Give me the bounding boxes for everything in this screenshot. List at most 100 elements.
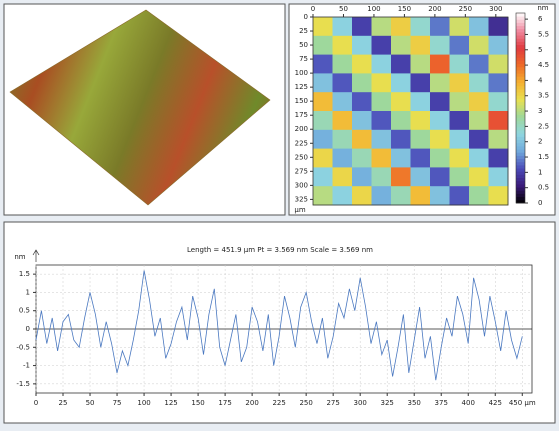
colorbar-step	[516, 114, 525, 118]
heat-cell	[410, 129, 431, 150]
heat-cell	[371, 92, 392, 112]
heat-cell	[371, 148, 392, 168]
colorbar-step	[516, 63, 525, 68]
colorbar-step	[516, 136, 525, 141]
profile-line	[35, 270, 523, 381]
heat-cell	[469, 54, 489, 74]
colorbar-step	[516, 190, 525, 194]
heat-cell	[430, 73, 450, 93]
y-tick-label: 25	[299, 27, 308, 35]
heat-cell	[449, 186, 470, 206]
heat-cell	[371, 17, 392, 37]
heat-cell	[391, 54, 411, 74]
heat-cell	[352, 17, 372, 37]
heat-cell	[488, 186, 509, 206]
surface-3d	[9, 9, 271, 206]
heat-cell	[488, 148, 509, 168]
colorbar-step	[516, 32, 525, 36]
heat-cell	[352, 167, 372, 187]
x-tick-label: 100	[367, 5, 380, 13]
colorbar-step	[516, 171, 525, 175]
colorbar-step	[516, 180, 525, 185]
heat-cell	[430, 111, 450, 131]
plot-frame	[312, 16, 509, 206]
y-tick-label: 50	[299, 41, 308, 49]
heat-cell	[410, 17, 431, 37]
heat-cell	[469, 129, 489, 150]
colorbar-step	[516, 16, 525, 20]
y-tick-label: -0.5	[16, 343, 30, 351]
x-tick-label: 450 µm	[509, 399, 536, 407]
chart-title: Length = 451.9 µm Pt = 3.569 nm Scale = …	[187, 246, 373, 254]
colorbar-step	[516, 22, 525, 27]
heat-cell	[449, 54, 470, 74]
heat-cell	[313, 186, 333, 206]
colorbar-step	[516, 142, 525, 147]
colorbar-step	[516, 25, 525, 30]
heat-cell	[371, 186, 392, 206]
colorbar-step	[516, 44, 525, 49]
colorbar-tick-label: 1	[538, 168, 542, 176]
y-tick-label: 225	[295, 139, 308, 147]
colorbar-step	[516, 76, 525, 80]
colorbar-step	[516, 120, 525, 125]
heat-cell	[430, 35, 450, 56]
x-tick-label: 25	[59, 399, 68, 407]
heat-cell	[352, 92, 372, 112]
heat-cell	[488, 35, 509, 56]
colorbar-step	[516, 149, 525, 153]
colorbar-label: nm	[537, 4, 548, 12]
colorbar-step	[516, 66, 525, 71]
heat-cell	[332, 17, 353, 37]
colorbar-step	[516, 79, 525, 84]
y-tick-label: 100	[295, 69, 308, 77]
colorbar-tick-label: 5	[538, 46, 542, 54]
profile-panel	[3, 221, 556, 424]
heat-cell	[449, 129, 470, 150]
heat-cell	[391, 167, 411, 187]
colorbar-step	[516, 89, 525, 93]
colorbar-step	[516, 73, 525, 77]
x-tick-label: 250	[299, 399, 312, 407]
heat-cell	[430, 92, 450, 112]
heat-cell	[430, 17, 450, 37]
heat-cell	[449, 148, 470, 168]
x-tick-label: 300	[353, 399, 366, 407]
colorbar-step	[516, 199, 525, 204]
y-axis-label: nm	[14, 253, 25, 261]
heat-cell	[313, 54, 333, 74]
x-tick-label: 200	[428, 5, 441, 13]
y-tick-label: 325	[295, 195, 308, 203]
heat-cell	[449, 167, 470, 187]
heat-cell	[371, 111, 392, 131]
x-tick-label: 75	[113, 399, 122, 407]
colorbar-step	[516, 41, 525, 46]
x-tick-label: 150	[398, 5, 411, 13]
y-tick-label: 0	[304, 13, 308, 21]
heatmap: 0 50 100 150 200 250 3000255075100125150175200…	[294, 4, 549, 214]
x-tick-label: 400	[462, 399, 475, 407]
heat-cell	[449, 17, 470, 37]
x-unit: µm	[294, 206, 305, 214]
y-tick-label: -1.5	[16, 380, 30, 388]
x-tick-label: 0	[34, 399, 38, 407]
y-tick-label: 250	[295, 153, 308, 161]
x-tick-label: 100	[137, 399, 150, 407]
y-tick-label: 275	[295, 167, 308, 175]
heat-cell	[352, 148, 372, 168]
heat-cell	[469, 186, 489, 206]
heat-cell	[430, 54, 450, 74]
colorbar-step	[516, 111, 525, 115]
heat-cell	[371, 73, 392, 93]
colorbar-step	[516, 158, 525, 163]
heat-cell	[410, 35, 431, 56]
heat-cell	[430, 186, 450, 206]
colorbar-step	[516, 95, 525, 99]
colorbar-tick-label: 3.5	[538, 92, 549, 100]
heat-cell	[313, 148, 333, 168]
colorbar-step	[516, 57, 525, 61]
x-tick-label: 375	[435, 399, 448, 407]
heat-cell	[352, 73, 372, 93]
heat-cell	[332, 111, 353, 131]
